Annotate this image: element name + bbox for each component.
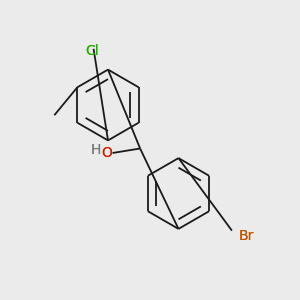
Text: Cl: Cl — [85, 44, 99, 58]
Text: H: H — [90, 143, 100, 157]
Text: Br: Br — [239, 229, 254, 242]
Text: Br: Br — [239, 229, 254, 242]
Text: H: H — [90, 143, 100, 157]
Text: Cl: Cl — [85, 44, 99, 58]
Text: O: O — [101, 146, 112, 160]
Circle shape — [94, 144, 109, 159]
Circle shape — [48, 115, 55, 122]
Text: O: O — [101, 146, 112, 160]
Circle shape — [87, 38, 98, 48]
Circle shape — [230, 230, 241, 241]
